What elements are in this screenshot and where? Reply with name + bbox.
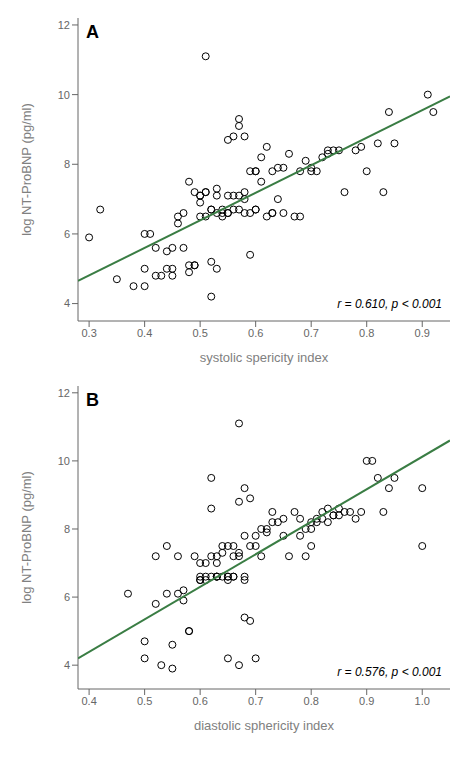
svg-text:6: 6: [64, 591, 70, 603]
svg-text:diastolic sphericity index: diastolic sphericity index: [194, 718, 335, 733]
html-text:A: A: [86, 22, 99, 42]
svg-text:10: 10: [58, 455, 70, 467]
svg-text:log NT-ProBNP (pg/ml): log NT-ProBNP (pg/ml): [19, 103, 34, 236]
svg-text:0.7: 0.7: [304, 327, 319, 339]
svg-text:log NT-ProBNP (pg/ml): log NT-ProBNP (pg/ml): [19, 471, 34, 604]
svg-text:4: 4: [64, 297, 70, 309]
html-text:r = 0.610, p < 0.001: r = 0.610, p < 0.001: [337, 297, 442, 311]
svg-text:6: 6: [64, 228, 70, 240]
html-text:B: B: [86, 390, 99, 410]
svg-text:12: 12: [58, 19, 70, 31]
svg-text:0.8: 0.8: [304, 695, 319, 707]
svg-text:1.0: 1.0: [415, 695, 430, 707]
svg-text:0.9: 0.9: [359, 695, 374, 707]
svg-text:0.9: 0.9: [415, 327, 430, 339]
svg-text:0.5: 0.5: [137, 695, 152, 707]
svg-text:0.4: 0.4: [137, 327, 152, 339]
svg-text:0.5: 0.5: [193, 327, 208, 339]
html-text:r = 0.576, p < 0.001: r = 0.576, p < 0.001: [337, 665, 442, 679]
svg-text:4: 4: [64, 659, 70, 671]
svg-text:8: 8: [64, 523, 70, 535]
svg-text:12: 12: [58, 387, 70, 399]
svg-text:10: 10: [58, 89, 70, 101]
svg-text:0.6: 0.6: [248, 327, 263, 339]
svg-text:0.3: 0.3: [81, 327, 96, 339]
svg-text:0.7: 0.7: [248, 695, 263, 707]
svg-text:8: 8: [64, 158, 70, 170]
svg-text:0.6: 0.6: [193, 695, 208, 707]
svg-text:0.4: 0.4: [81, 695, 96, 707]
svg-text:systolic spericity index: systolic spericity index: [200, 350, 329, 365]
svg-text:0.8: 0.8: [359, 327, 374, 339]
